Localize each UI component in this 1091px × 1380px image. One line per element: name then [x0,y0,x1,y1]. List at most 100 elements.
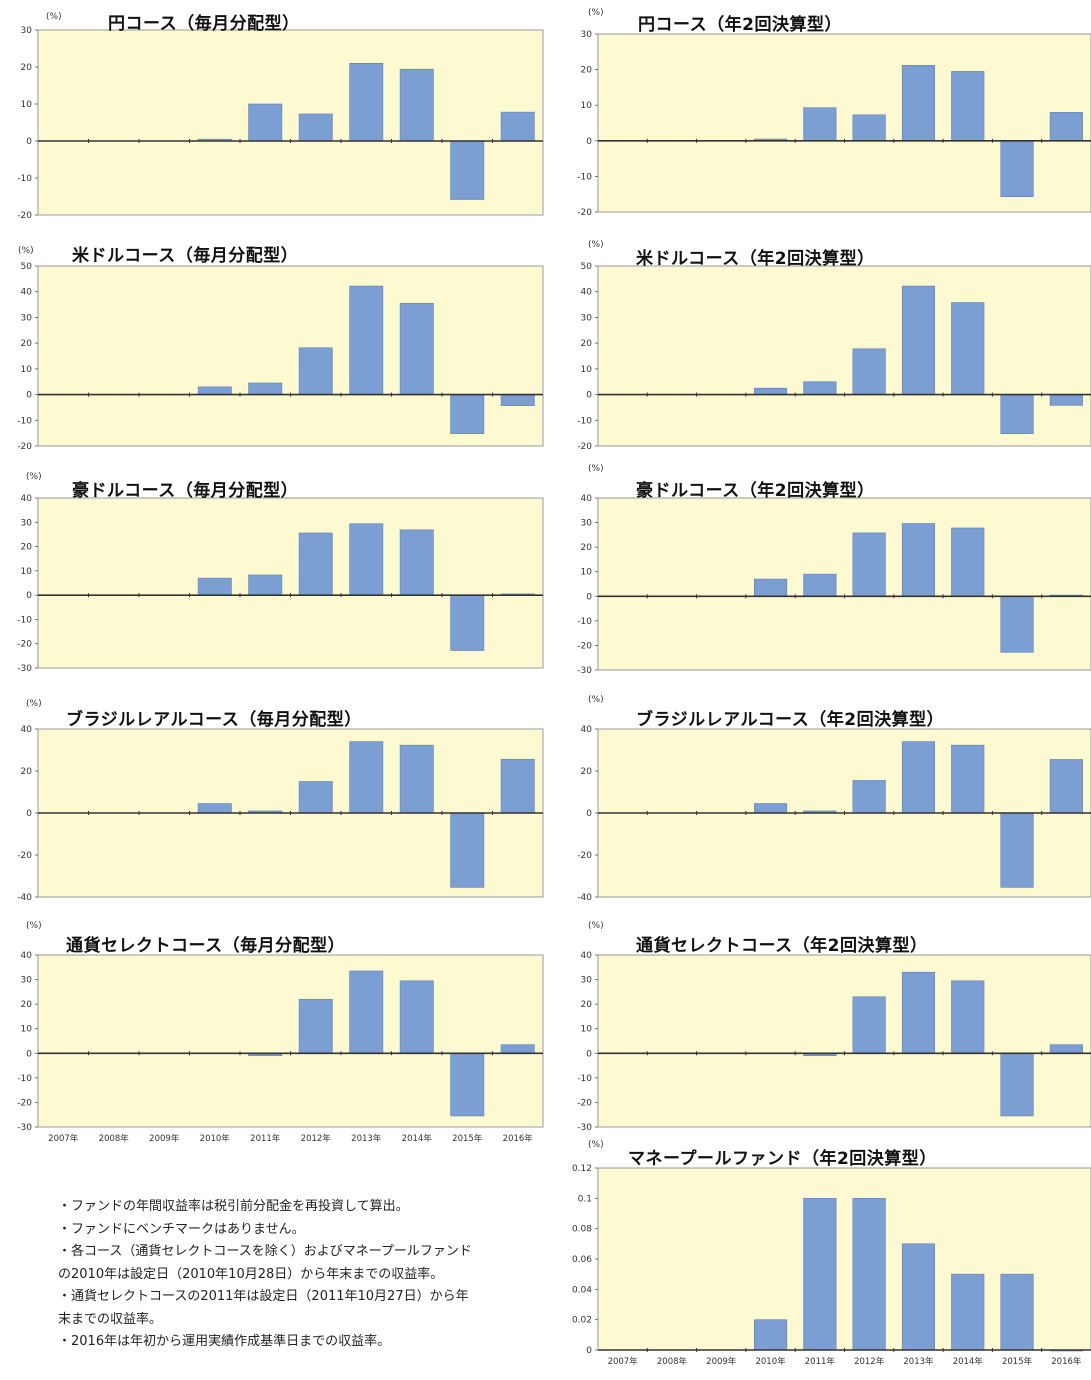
bar [500,758,535,814]
y-tick-label: 40 [21,494,33,504]
x-tick-label: 2012年 [301,1133,332,1144]
x-tick-label: 2008年 [657,1356,688,1367]
bar [399,68,434,142]
y-tick-label: 10 [21,1025,33,1035]
y-tick-label: 20 [21,63,33,73]
y-tick-label: 0 [586,391,592,401]
bar [298,113,333,142]
bar [951,1273,985,1351]
bar [951,302,985,395]
y-tick-label: 0.08 [572,1225,592,1235]
y-tick-label: 0 [26,1049,32,1059]
y-tick-label: 0 [586,137,592,147]
unit-label: (%) [588,8,604,18]
bar [349,970,384,1054]
y-tick-label: 0 [26,809,32,819]
y-tick-label: 0.04 [572,1285,592,1295]
y-tick-label: -20 [577,851,592,861]
y-tick-label: 10 [581,1025,593,1035]
y-tick-label: -30 [577,666,592,676]
footnote-line: ・ファンドの年間収益率は税引前分配金を再投資して算出。 [58,1199,409,1214]
y-tick-label: 0.06 [572,1255,592,1265]
chart-plot: 40 20 0 -20 -40 [17,725,544,903]
y-tick-label: 20 [581,1000,593,1010]
chart-plot: 30 20 10 0 -10 -20 [17,26,544,221]
y-tick-label: -10 [17,174,32,184]
chart-title: ブラジルレアルコース（毎月分配型） [66,710,362,730]
x-tick-label: 2008年 [99,1133,130,1144]
y-tick-label: 0.02 [572,1316,592,1326]
x-tick-label: 2016年 [503,1133,534,1144]
bar [852,532,886,597]
x-tick-label: 2013年 [903,1356,934,1367]
bar [852,996,886,1054]
bar [248,382,283,395]
bar [951,71,985,142]
chart-select-monthly: 40 30 20 10 0 -10 -20 -30 2007年 2008年 2009年 2010年 20… [17,921,544,1144]
footnote-line: 末までの収益率。 [58,1311,163,1327]
y-tick-label: -20 [17,851,32,861]
y-tick-label: 20 [21,767,33,777]
bar [1049,759,1083,814]
y-tick-label: 0 [586,1346,592,1356]
bar [951,744,985,814]
footnote-line: の2010年は設定日（2010年10月28日）から年末までの収益率。 [58,1266,444,1282]
bar [248,574,283,596]
x-tick-label: 2015年 [1002,1356,1033,1367]
chart-plot: 50 40 30 20 10 0 -10 -20 [17,262,544,452]
bar [500,1044,535,1054]
y-tick-label: 30 [581,313,593,323]
y-tick-label: 20 [21,543,33,553]
chart-title: 通貨セレクトコース（年2回決算型） [636,936,928,956]
chart-brl-monthly: 40 20 0 -20 -40 ブラジルレアルコース（毎月分配型） (%) [17,699,544,903]
x-tick-label: 2010年 [755,1356,786,1367]
y-tick-label: 20 [21,339,33,349]
y-tick-label: 10 [21,365,33,375]
x-tick-label: 2014年 [402,1133,433,1144]
x-tick-label: 2014年 [953,1356,984,1367]
chart-usd-monthly: 50 40 30 20 10 0 -10 -20 米ドルコース（毎月分配型） (%) [17,246,544,452]
y-tick-label: -20 [577,208,592,218]
chart-title: 円コース（年2回決算型） [638,15,842,35]
bar [500,394,535,406]
chart-plot: 40 30 20 10 0 -10 -20 -30 2007年 2008年 2009年 2010年 20… [17,951,544,1144]
y-tick-label: -10 [577,172,592,182]
y-tick-label: -20 [17,442,32,452]
chart-jpy-semiannual: 30 20 10 0 -10 -20 円コース（年2回決算型） (%) [577,8,1091,218]
y-tick-label: 40 [581,288,593,298]
chart-plot: 30 20 10 0 -10 -20 [577,30,1091,218]
y-tick-label: 10 [21,567,33,577]
y-tick-label: 10 [581,568,593,578]
chart-jpy-monthly: 30 20 10 0 -10 -20 円コース（毎月分配型） (%) [17,12,544,221]
bar [197,386,232,395]
bar [1049,112,1083,142]
bar [248,103,283,142]
y-tick-label: 40 [21,951,33,961]
unit-label: (%) [26,472,42,482]
chart-aud-monthly: 40 30 20 10 0 -10 -20 -30 豪ドルコース（毎月分配型） (%) [17,472,544,674]
bar [399,744,434,814]
y-tick-label: 30 [21,518,33,528]
bar [951,980,985,1054]
footnotes: ・ファンドの年間収益率は税引前分配金を再投資して算出。 ・ファンドにベンチマーク… [58,1196,558,1354]
y-tick-label: 0 [586,1049,592,1059]
y-tick-label: 10 [21,100,33,110]
chart-title: マネープールファンド（年2回決算型） [628,1149,937,1169]
y-tick-label: 20 [581,543,593,553]
y-tick-label: 30 [581,30,593,40]
chart-title: 円コース（毎月分配型） [108,14,300,34]
bar [852,1198,886,1351]
x-tick-label: 2012年 [854,1356,885,1367]
bar [500,111,535,142]
bar [298,347,333,395]
bar [901,1243,936,1351]
y-tick-label: 0.12 [572,1164,592,1174]
bar [852,348,886,395]
y-tick-label: 20 [581,339,593,349]
y-tick-label: 50 [581,262,593,272]
unit-label: (%) [18,246,34,256]
bar [803,107,837,142]
bar [1000,812,1034,888]
chart-plot: 40 30 20 10 0 -10 -20 -30 [577,951,1091,1133]
y-tick-label: 20 [21,1000,33,1010]
